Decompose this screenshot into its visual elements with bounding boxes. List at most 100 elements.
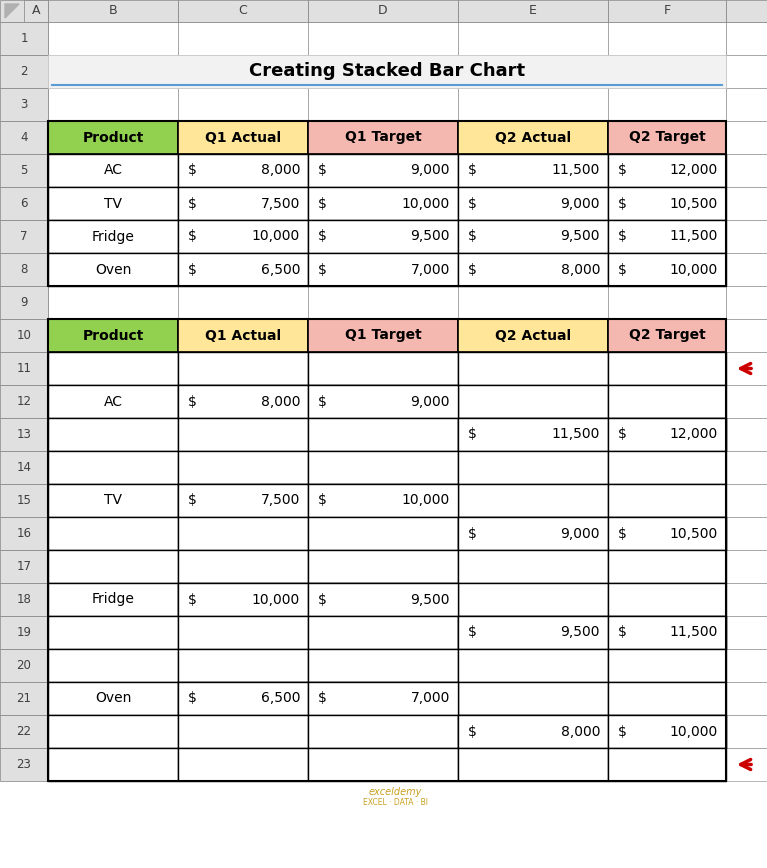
Bar bbox=[458, 748, 608, 781]
Bar bbox=[308, 22, 458, 55]
Bar bbox=[726, 253, 767, 286]
Bar bbox=[458, 517, 608, 550]
Bar bbox=[726, 517, 767, 550]
Bar bbox=[608, 484, 726, 517]
Bar bbox=[178, 319, 308, 352]
Bar bbox=[48, 748, 178, 781]
Bar bbox=[726, 286, 767, 319]
Bar bbox=[178, 55, 308, 88]
Bar bbox=[608, 418, 726, 451]
Bar bbox=[178, 121, 308, 154]
Bar bbox=[608, 418, 726, 451]
Text: $: $ bbox=[468, 428, 477, 442]
Bar bbox=[608, 187, 726, 220]
Bar bbox=[48, 715, 178, 748]
Bar bbox=[0, 352, 48, 385]
Bar bbox=[608, 220, 726, 253]
Bar bbox=[0, 121, 48, 154]
Text: Q2 Target: Q2 Target bbox=[629, 130, 706, 144]
Bar bbox=[178, 583, 308, 616]
Bar bbox=[48, 121, 726, 286]
Bar bbox=[48, 517, 178, 550]
Bar bbox=[48, 451, 178, 484]
Bar bbox=[458, 550, 608, 583]
Bar bbox=[308, 385, 458, 418]
Bar bbox=[308, 484, 458, 517]
Bar bbox=[308, 583, 458, 616]
Bar bbox=[608, 220, 726, 253]
Bar bbox=[308, 55, 458, 88]
Bar bbox=[458, 616, 608, 649]
Bar bbox=[178, 187, 308, 220]
Bar bbox=[726, 715, 767, 748]
Bar bbox=[48, 88, 178, 121]
Bar bbox=[608, 649, 726, 682]
Bar bbox=[458, 682, 608, 715]
Bar bbox=[48, 0, 178, 22]
Bar bbox=[308, 187, 458, 220]
Bar bbox=[178, 352, 308, 385]
Bar bbox=[458, 187, 608, 220]
Bar bbox=[48, 22, 178, 55]
Bar bbox=[726, 484, 767, 517]
Bar bbox=[726, 154, 767, 187]
Bar bbox=[308, 154, 458, 187]
Text: 6,500: 6,500 bbox=[261, 692, 300, 706]
Bar bbox=[48, 583, 178, 616]
Bar bbox=[726, 550, 767, 583]
Bar bbox=[308, 385, 458, 418]
Bar bbox=[0, 418, 48, 451]
Bar bbox=[0, 451, 48, 484]
Text: $: $ bbox=[188, 494, 197, 508]
Bar bbox=[48, 352, 178, 385]
Text: 23: 23 bbox=[17, 758, 31, 771]
Bar bbox=[0, 55, 48, 88]
Bar bbox=[726, 187, 767, 220]
Bar bbox=[726, 748, 767, 781]
Text: B: B bbox=[109, 4, 117, 17]
Bar bbox=[48, 649, 178, 682]
Bar bbox=[308, 616, 458, 649]
Bar bbox=[178, 550, 308, 583]
Bar bbox=[0, 286, 48, 319]
Bar bbox=[726, 121, 767, 154]
Bar bbox=[458, 418, 608, 451]
Text: EXCEL · DATA · BI: EXCEL · DATA · BI bbox=[363, 798, 428, 807]
Text: $: $ bbox=[318, 229, 327, 244]
Bar bbox=[308, 682, 458, 715]
Text: 7,500: 7,500 bbox=[261, 196, 300, 211]
Bar bbox=[48, 352, 178, 385]
Text: $: $ bbox=[318, 593, 327, 607]
Bar bbox=[308, 682, 458, 715]
Bar bbox=[608, 583, 726, 616]
Bar bbox=[0, 550, 48, 583]
Bar bbox=[178, 220, 308, 253]
Text: Q2 Actual: Q2 Actual bbox=[495, 328, 571, 343]
Bar bbox=[178, 682, 308, 715]
Bar bbox=[458, 121, 608, 154]
Bar bbox=[308, 286, 458, 319]
Bar bbox=[458, 352, 608, 385]
Bar bbox=[726, 385, 767, 418]
Bar bbox=[48, 286, 178, 319]
Bar bbox=[608, 682, 726, 715]
Bar bbox=[48, 748, 178, 781]
Text: Fridge: Fridge bbox=[91, 593, 134, 607]
Text: 9,500: 9,500 bbox=[561, 229, 600, 244]
Bar bbox=[608, 616, 726, 649]
Bar bbox=[308, 484, 458, 517]
Bar bbox=[178, 22, 308, 55]
Bar bbox=[48, 154, 178, 187]
Bar bbox=[178, 748, 308, 781]
Text: $: $ bbox=[618, 626, 627, 640]
Bar bbox=[178, 550, 308, 583]
Text: 8,000: 8,000 bbox=[261, 163, 300, 177]
Bar bbox=[178, 253, 308, 286]
Bar bbox=[608, 121, 726, 154]
Bar bbox=[308, 649, 458, 682]
Text: $: $ bbox=[468, 626, 477, 640]
Bar bbox=[458, 352, 608, 385]
Bar bbox=[458, 616, 608, 649]
Text: Q2 Actual: Q2 Actual bbox=[495, 130, 571, 144]
Bar bbox=[608, 649, 726, 682]
